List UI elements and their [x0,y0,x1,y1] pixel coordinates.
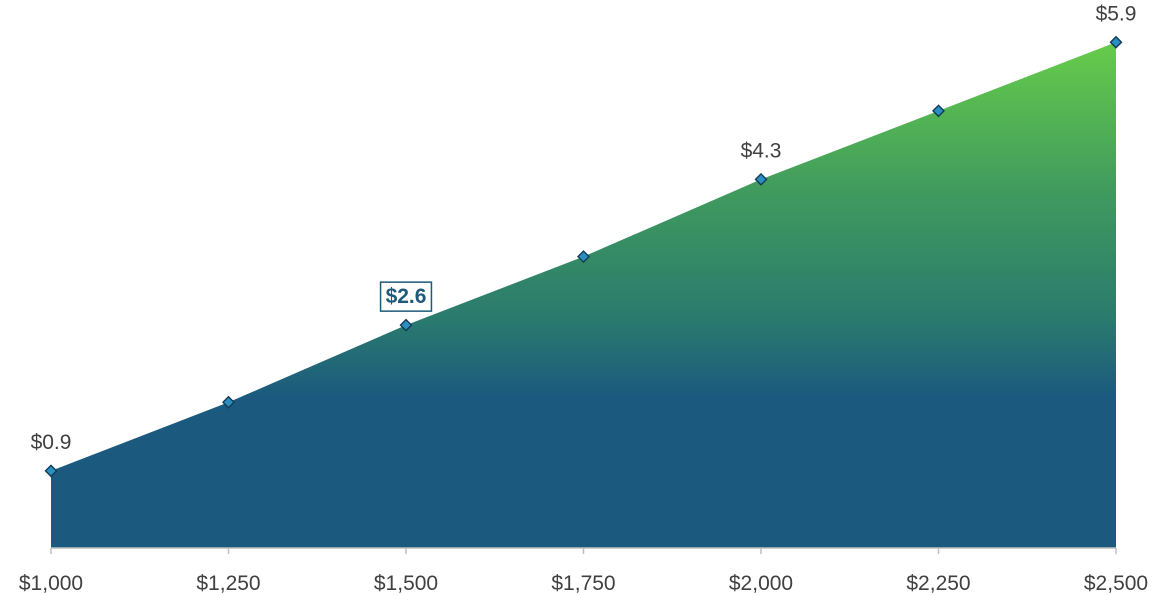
data-point-marker [932,104,945,118]
data-point-marker [399,318,413,332]
data-label: $0.9 [31,431,72,454]
data-labels-layer: $0.9 $2.6 $4.3 $5.9 [31,2,1137,454]
x-axis: $1,000 $1,250 $1,500 $1,750 $2,000 $2,250 $2,5… [19,547,1148,595]
data-point-marker [754,172,768,186]
data-label-highlighted: $2.6 [386,285,427,308]
x-tick-label: $1,000 [19,572,83,595]
x-tick-label: $2,000 [729,572,793,595]
x-tick-label: $1,750 [551,572,615,595]
data-label: $5.9 [1096,2,1137,25]
x-tick-label: $2,500 [1084,572,1148,595]
x-tick-label: $1,250 [196,572,260,595]
area-fill [51,42,1116,549]
area-layer [51,42,1116,549]
x-tick-label: $1,500 [374,572,438,595]
markers-layer [44,35,1123,478]
x-tick-label: $2,250 [906,572,970,595]
data-point-marker [222,395,235,409]
data-point-marker [44,464,58,478]
data-point-marker [577,250,590,264]
data-point-marker [1109,35,1123,49]
data-label-highlight-box [379,281,433,312]
data-label: $4.3 [741,139,782,162]
